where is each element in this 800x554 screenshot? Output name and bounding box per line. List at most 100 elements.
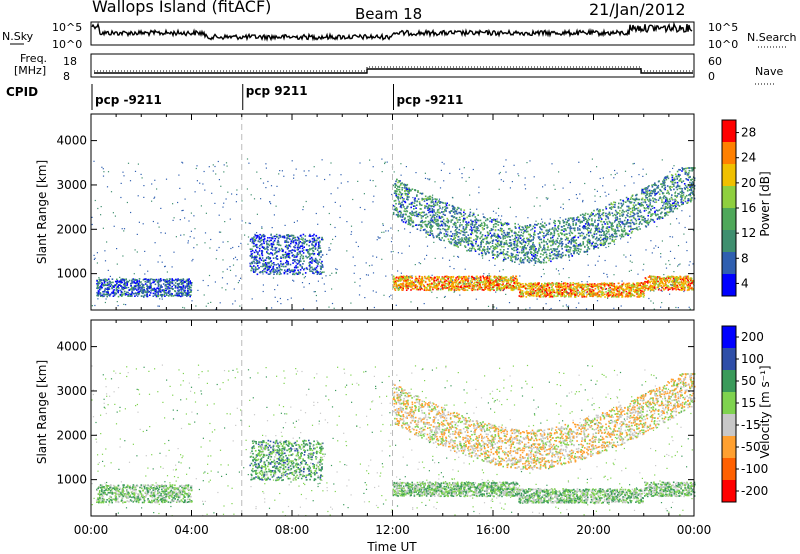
data-pixel <box>517 288 520 291</box>
data-pixel <box>266 242 268 245</box>
data-pixel <box>492 224 495 226</box>
data-pixel <box>253 240 256 243</box>
data-pixel <box>154 294 156 296</box>
data-pixel <box>96 280 98 282</box>
data-pixel <box>592 290 595 293</box>
data-pixel <box>567 283 569 285</box>
data-pixel <box>463 285 465 287</box>
data-pixel <box>460 288 463 290</box>
data-pixel <box>257 253 259 255</box>
data-pixel <box>563 295 566 297</box>
data-pixel <box>674 173 677 176</box>
data-pixel <box>528 285 530 288</box>
data-pixel <box>301 267 303 269</box>
data-pixel <box>398 284 401 287</box>
data-pixel <box>661 199 663 201</box>
data-pixel <box>661 207 663 209</box>
data-pixel <box>124 287 126 289</box>
data-pixel <box>450 284 453 286</box>
data-pixel <box>532 293 535 296</box>
data-pixel <box>157 293 159 295</box>
data-pixel <box>552 288 554 290</box>
data-pixel <box>274 271 276 273</box>
data-pixel <box>535 295 538 298</box>
data-pixel <box>315 271 317 273</box>
data-pixel <box>154 293 157 296</box>
data-pixel <box>187 283 190 285</box>
data-pixel <box>613 287 615 290</box>
data-pixel <box>678 289 681 291</box>
data-pixel <box>434 200 437 203</box>
data-pixel <box>120 281 123 283</box>
data-pixel <box>656 280 658 283</box>
data-pixel <box>684 280 687 282</box>
data-pixel <box>316 260 319 262</box>
data-pixel <box>167 295 170 297</box>
data-pixel <box>455 287 458 289</box>
data-pixel <box>271 252 273 255</box>
data-pixel <box>434 276 436 279</box>
data-pixel <box>465 241 468 244</box>
data-pixel <box>260 244 263 246</box>
data-pixel <box>180 283 183 286</box>
data-pixel <box>315 239 317 242</box>
data-pixel <box>143 294 146 296</box>
data-pixel <box>606 296 609 298</box>
data-pixel <box>467 242 470 245</box>
cpid-segment-label: pcp -9211 <box>397 93 464 107</box>
data-pixel <box>316 265 319 267</box>
data-pixel <box>586 288 588 291</box>
data-pixel <box>264 270 266 273</box>
data-pixel <box>427 289 430 291</box>
data-pixel <box>274 249 276 251</box>
data-pixel <box>600 242 602 244</box>
data-pixel <box>654 211 656 214</box>
data-pixel <box>315 235 317 237</box>
data-pixel <box>494 218 497 221</box>
data-pixel <box>514 287 516 289</box>
data-pixel <box>531 292 533 294</box>
data-pixel <box>577 295 580 297</box>
data-pixel <box>579 235 581 237</box>
data-pixel <box>392 281 395 283</box>
data-pixel <box>515 285 517 288</box>
data-pixel <box>428 276 430 279</box>
data-pixel <box>618 291 621 293</box>
data-pixel <box>529 295 531 297</box>
data-pixel <box>484 282 487 284</box>
data-pixel <box>577 232 580 235</box>
data-pixel <box>301 265 303 268</box>
data-pixel <box>487 282 490 284</box>
data-pixel <box>436 287 438 290</box>
data-pixel <box>290 240 293 242</box>
data-pixel <box>257 265 259 267</box>
data-pixel <box>471 284 474 286</box>
data-pixel <box>254 245 256 247</box>
data-pixel <box>577 220 580 223</box>
data-pixel <box>568 288 570 291</box>
data-pixel <box>270 252 272 254</box>
data-pixel <box>157 291 160 293</box>
data-pixel <box>586 240 589 242</box>
data-pixel <box>533 295 535 297</box>
data-pixel <box>676 188 679 191</box>
data-pixel <box>537 292 539 294</box>
data-pixel <box>393 282 396 285</box>
data-pixel <box>621 291 623 294</box>
data-pixel <box>675 288 677 291</box>
data-pixel <box>541 224 544 227</box>
data-pixel <box>635 204 637 206</box>
data-pixel <box>404 190 406 192</box>
data-pixel <box>459 276 461 279</box>
data-pixel <box>492 283 494 286</box>
data-pixel <box>497 278 500 280</box>
data-pixel <box>648 198 651 200</box>
data-pixel <box>489 220 491 223</box>
data-pixel <box>608 211 611 214</box>
data-pixel <box>503 276 506 279</box>
data-pixel <box>648 281 650 283</box>
data-pixel <box>591 219 593 222</box>
data-pixel <box>496 284 499 287</box>
data-pixel <box>274 269 277 271</box>
data-pixel <box>447 276 450 278</box>
